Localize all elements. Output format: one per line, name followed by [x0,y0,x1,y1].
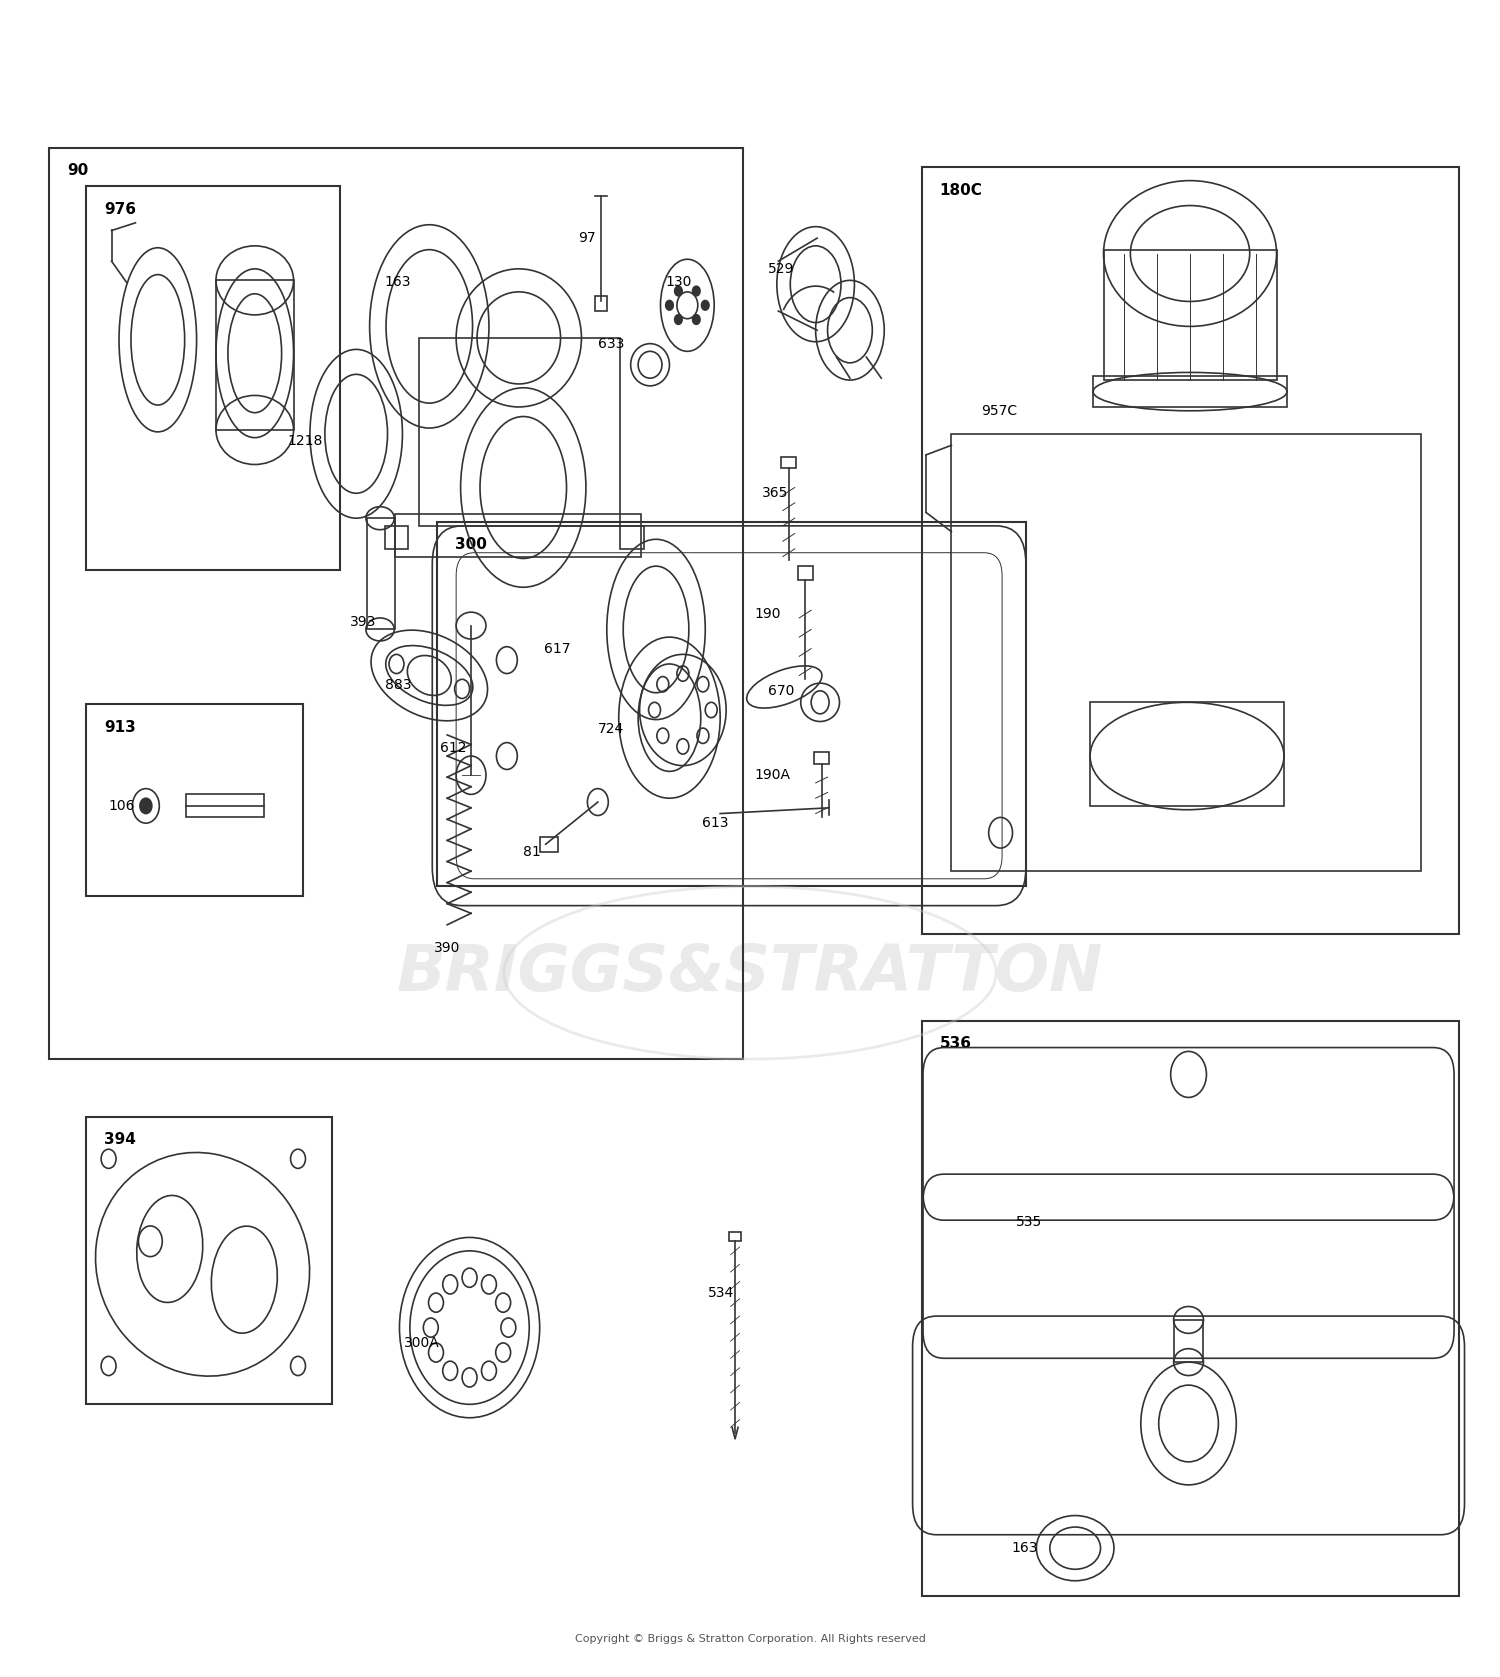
Text: Copyright © Briggs & Stratton Corporation. All Rights reserved: Copyright © Briggs & Stratton Corporatio… [574,1633,926,1643]
Text: 612: 612 [440,741,466,755]
Text: 633: 633 [598,337,624,350]
Circle shape [140,798,152,813]
Text: 163: 163 [1011,1541,1038,1555]
Circle shape [693,287,700,295]
Bar [419,337,620,527]
Text: 913: 913 [104,719,136,735]
Text: 365: 365 [762,486,789,500]
Bar [86,704,303,896]
Bar [921,168,1458,934]
Text: 106: 106 [108,798,135,813]
Bar [436,522,1026,887]
Bar [540,837,558,852]
Text: 300A: 300A [404,1337,439,1350]
Bar [782,456,796,468]
Bar [951,434,1420,870]
Bar [798,567,813,580]
Circle shape [675,315,682,324]
Text: BRIGGS&STRATTON: BRIGGS&STRATTON [396,942,1102,1005]
Text: 883: 883 [384,678,411,693]
Text: 97: 97 [579,231,596,245]
Text: 190A: 190A [754,768,790,781]
Text: 534: 534 [708,1286,735,1300]
Bar [216,280,294,429]
Text: 180C: 180C [939,183,982,198]
Bar [186,795,264,817]
Text: 1218: 1218 [288,434,322,448]
Bar [596,295,608,310]
Bar [1094,376,1287,408]
Text: 613: 613 [702,817,729,830]
Text: 300: 300 [454,537,486,552]
Bar [86,1117,333,1404]
Circle shape [693,315,700,324]
Text: 957C: 957C [981,404,1017,418]
Text: 536: 536 [939,1036,972,1051]
Bar [1104,250,1276,381]
Circle shape [666,300,674,310]
Text: 529: 529 [768,262,795,275]
Text: 670: 670 [768,684,795,698]
Text: 390: 390 [433,941,460,954]
Circle shape [702,300,709,310]
Bar [1173,1320,1203,1362]
Text: 617: 617 [544,642,570,656]
Bar [86,186,340,570]
Text: 81: 81 [524,845,542,859]
Circle shape [675,287,682,295]
Text: 976: 976 [104,201,136,216]
Text: 393: 393 [350,615,376,629]
Bar [394,515,640,557]
Bar [366,518,394,629]
Text: 394: 394 [104,1132,136,1147]
Text: 535: 535 [1016,1216,1042,1229]
Bar [50,148,742,1060]
Bar [815,753,830,763]
Text: 130: 130 [664,275,692,288]
Text: 190: 190 [754,607,782,620]
Text: 724: 724 [598,723,624,736]
Bar [384,527,408,548]
Bar [620,527,644,548]
Bar [1090,703,1284,807]
Text: 90: 90 [68,163,88,178]
Bar [729,1231,741,1241]
Bar [921,1021,1458,1597]
Text: 163: 163 [384,275,411,288]
